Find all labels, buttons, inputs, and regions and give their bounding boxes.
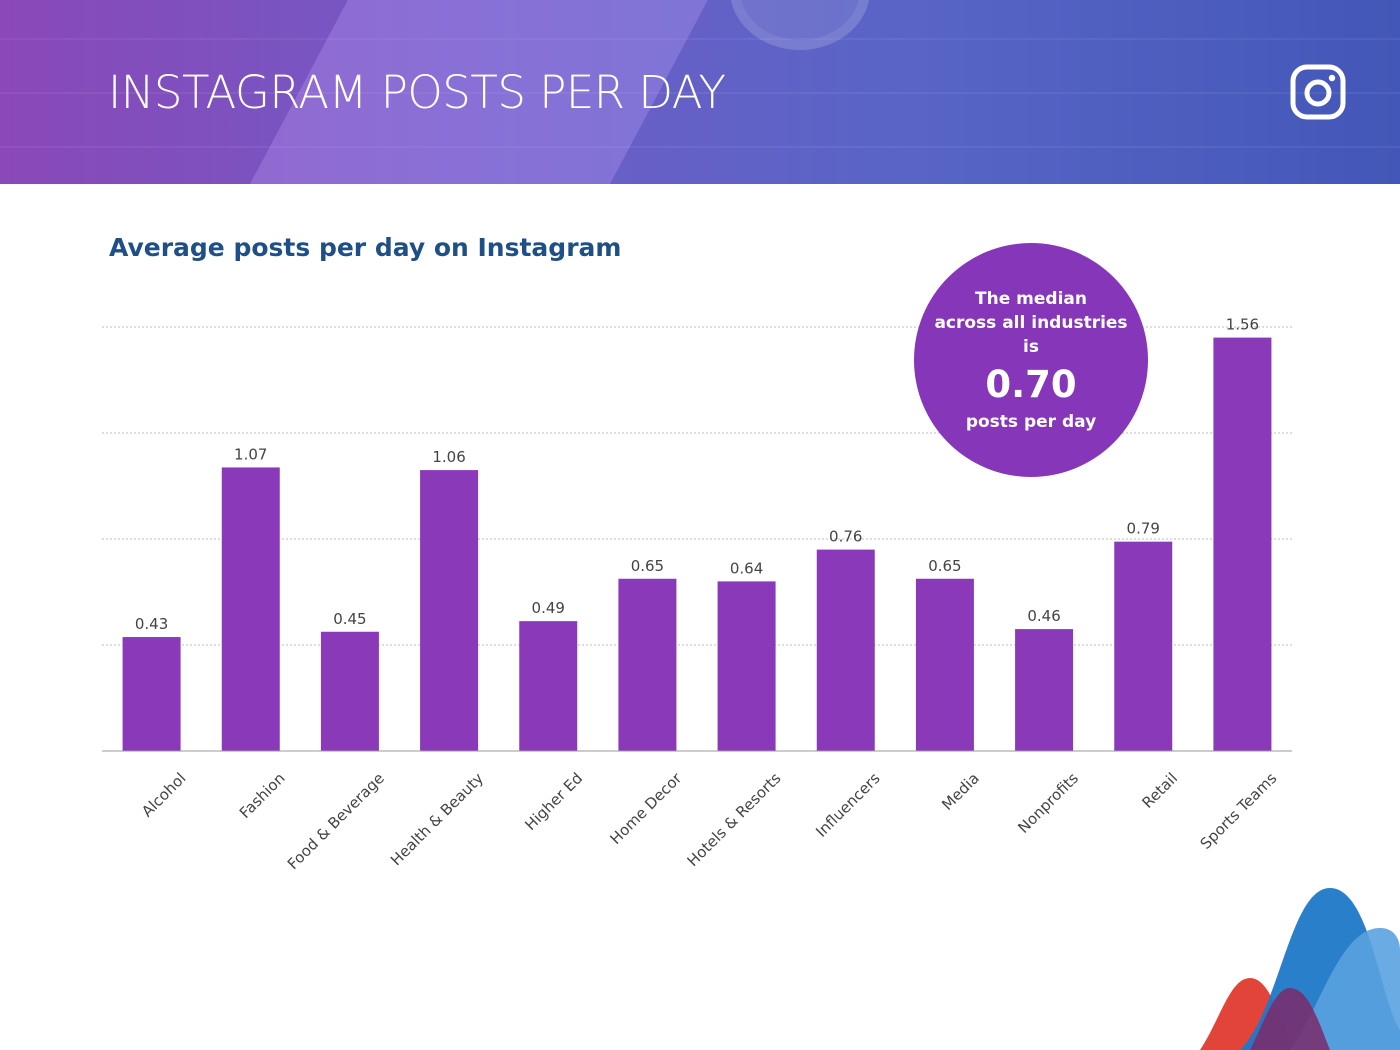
bar <box>420 470 479 751</box>
median-callout: The median across all industries is 0.70… <box>914 243 1148 477</box>
chart-subtitle: Average posts per day on Instagram <box>109 233 622 262</box>
bar <box>618 578 677 751</box>
category-tick-label: Food & Beverage <box>284 769 388 873</box>
bar <box>320 631 379 751</box>
bar <box>717 581 776 751</box>
median-callout-line4: posts per day <box>965 412 1097 432</box>
bar-value-label: 0.46 <box>1027 607 1060 625</box>
instagram-icon <box>1290 64 1346 120</box>
bar-value-label: 1.56 <box>1226 316 1259 334</box>
median-callout-value: 0.70 <box>985 363 1077 406</box>
bar-value-label: 1.07 <box>234 445 267 463</box>
bar-value-label: 0.49 <box>532 599 565 617</box>
bar <box>816 549 875 751</box>
median-callout-line2: across all industries <box>934 313 1128 333</box>
bar <box>1015 629 1074 751</box>
bar <box>122 637 181 751</box>
bar-value-label: 0.64 <box>730 559 763 577</box>
bar-value-label: 1.06 <box>432 448 465 466</box>
bar-value-label: 0.43 <box>135 615 168 633</box>
bar-value-label: 0.45 <box>333 610 366 628</box>
category-tick-label: Higher Ed <box>521 769 586 834</box>
category-tick-label: Influencers <box>812 769 884 841</box>
bar-value-label: 0.76 <box>829 528 862 546</box>
bar-value-label: 0.79 <box>1127 520 1160 538</box>
bar-value-label: 0.65 <box>631 557 664 575</box>
category-tick-label: Home Decor <box>607 769 686 848</box>
category-tick-label: Health & Beauty <box>387 769 487 869</box>
category-tick-label: Media <box>938 769 983 814</box>
category-tick-label: Alcohol <box>138 769 189 820</box>
median-callout-line3: is <box>1023 337 1039 357</box>
category-tick-label: Nonprofits <box>1014 769 1082 837</box>
bar <box>915 578 974 751</box>
bar <box>1213 337 1272 751</box>
corner-wave-decoration <box>1200 888 1400 1050</box>
category-tick-label: Retail <box>1138 769 1181 812</box>
bar <box>1114 541 1173 751</box>
page-title: INSTAGRAM POSTS PER DAY <box>108 66 726 119</box>
category-tick-label: Sports Teams <box>1197 769 1281 853</box>
bar <box>221 467 280 751</box>
category-tick-label: Fashion <box>236 769 289 822</box>
median-callout-line1: The median <box>975 289 1087 309</box>
category-tick-label: Hotels & Resorts <box>684 769 785 870</box>
bar <box>519 621 578 751</box>
bar-value-label: 0.65 <box>928 557 961 575</box>
header-banner: INSTAGRAM POSTS PER DAY <box>0 0 1400 184</box>
